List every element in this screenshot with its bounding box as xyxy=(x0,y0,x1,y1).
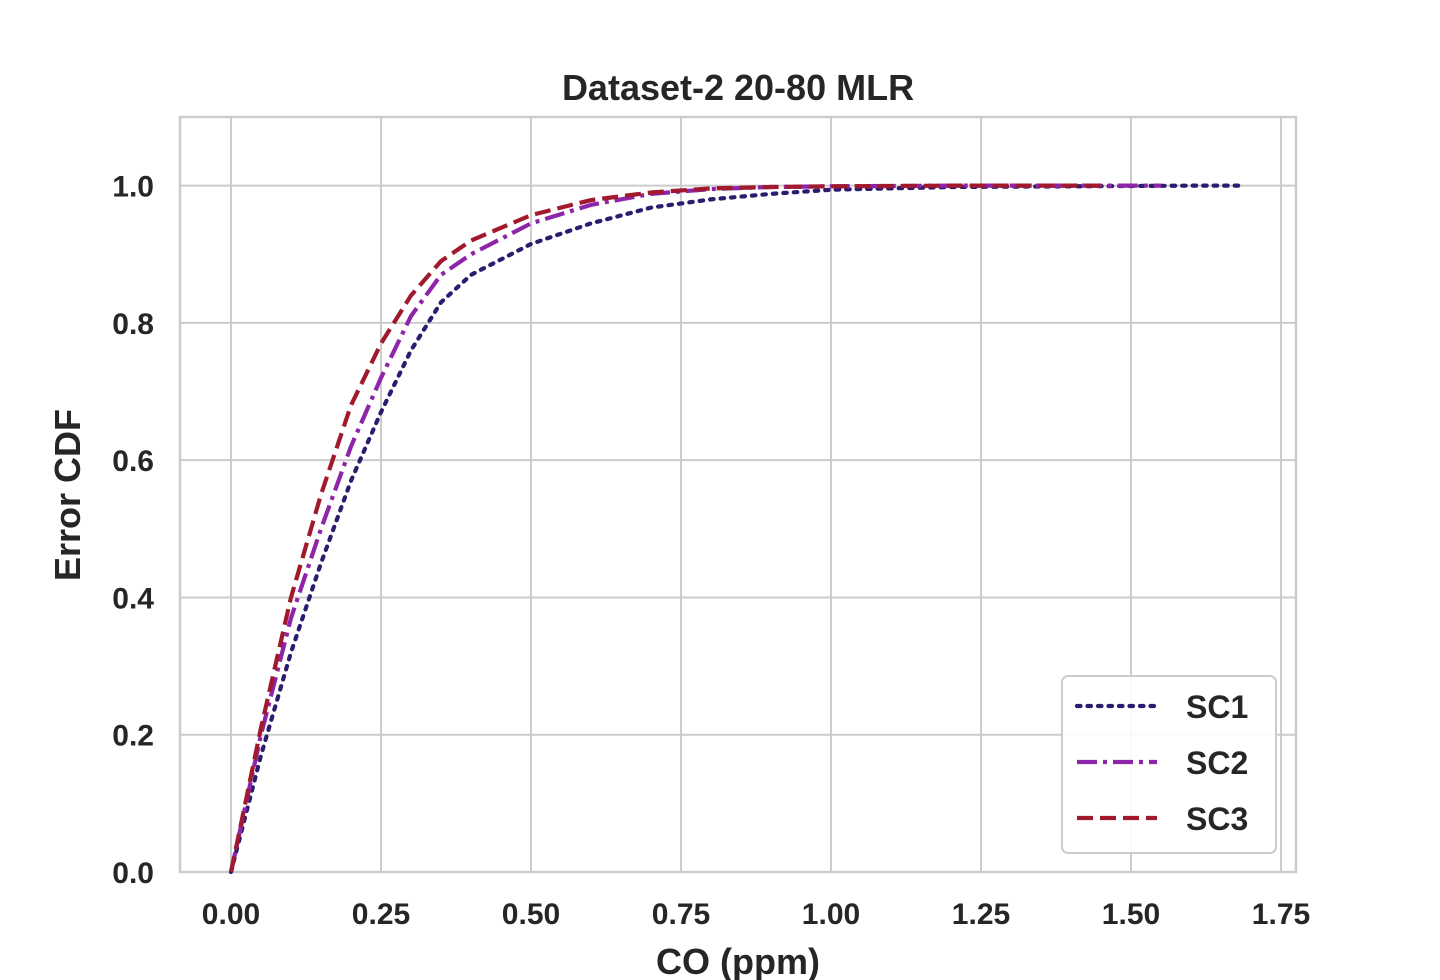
x-tick-label: 0.75 xyxy=(652,898,710,931)
y-tick-label: 0.8 xyxy=(112,308,154,341)
legend-label-sc2: SC2 xyxy=(1186,745,1248,781)
y-tick-label: 1.0 xyxy=(112,171,154,204)
legend-box xyxy=(1061,675,1277,854)
series-lines xyxy=(228,183,1248,875)
y-tick-label: 0.4 xyxy=(112,582,154,615)
tick-labels: 0.00 0.25 0.50 0.75 1.00 1.25 1.50 1.75 0.0 0.2 0.… xyxy=(112,171,1310,931)
y-tick-label: 0.2 xyxy=(112,720,154,753)
y-tick-label: 0.6 xyxy=(112,445,154,478)
legend-label-sc3: SC3 xyxy=(1186,801,1248,837)
x-tick-label: 1.75 xyxy=(1252,898,1310,931)
plot-frame xyxy=(178,115,1298,874)
y-tick-label: 0.0 xyxy=(112,857,154,890)
x-tick-label: 1.50 xyxy=(1102,898,1160,931)
x-tick-label: 0.50 xyxy=(502,898,560,931)
x-tick-label: 0.00 xyxy=(202,898,260,931)
x-tick-label: 1.25 xyxy=(952,898,1010,931)
y-axis-label: Error CDF xyxy=(47,409,88,581)
legend: SC1 SC2 SC3 xyxy=(1061,675,1277,854)
series-line-sc2 xyxy=(228,183,1161,873)
x-tick-label: 0.25 xyxy=(352,898,410,931)
series-line-sc3 xyxy=(228,183,1107,873)
chart-title: Dataset-2 20-80 MLR xyxy=(562,67,914,108)
x-axis-label: CO (ppm) xyxy=(656,941,820,980)
legend-label-sc1: SC1 xyxy=(1186,689,1248,725)
x-tick-label: 1.00 xyxy=(802,898,860,931)
